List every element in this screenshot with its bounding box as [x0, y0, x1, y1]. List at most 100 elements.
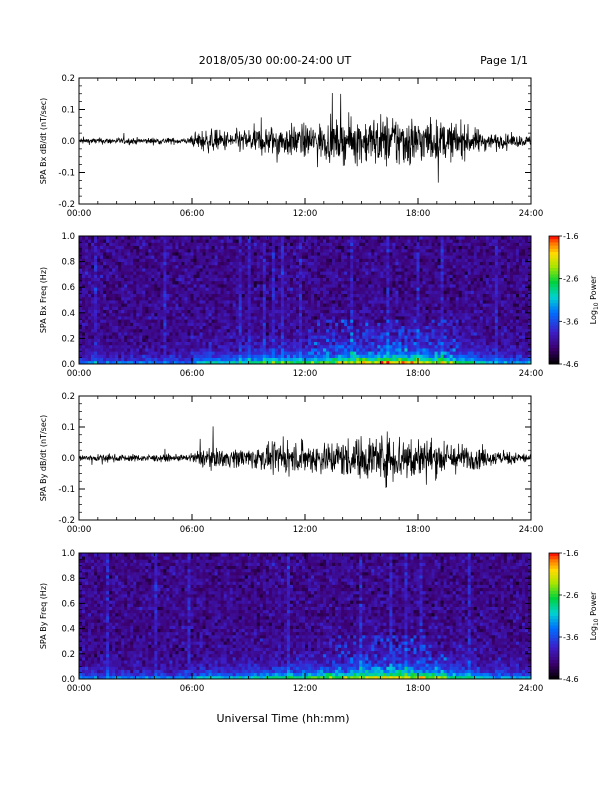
- heatmap-cell: [94, 341, 98, 346]
- heatmap-cell: [398, 354, 402, 358]
- heatmap-cell: [428, 293, 432, 298]
- heatmap-cell: [410, 274, 414, 278]
- heatmap-cell: [371, 236, 375, 240]
- heatmap-cell: [440, 245, 445, 250]
- heatmap-cell: [256, 271, 261, 275]
- heatmap-cell: [347, 319, 351, 323]
- heatmap-cell: [419, 261, 423, 266]
- heatmap-cell: [220, 242, 225, 246]
- heatmap-cell: [94, 242, 98, 246]
- heatmap-cell: [253, 239, 258, 243]
- heatmap-cell: [190, 354, 194, 358]
- heatmap-cell: [229, 335, 234, 339]
- heatmap-cell: [202, 303, 206, 307]
- heatmap-cell: [419, 357, 423, 362]
- heatmap-cell: [317, 264, 321, 269]
- heatmap-cell: [359, 277, 363, 282]
- heatmap-cell: [359, 348, 363, 352]
- heatmap-cell: [305, 322, 309, 326]
- heatmap-cell: [205, 280, 209, 285]
- heatmap-cell: [199, 328, 203, 333]
- heatmap-cell: [431, 293, 435, 298]
- heatmap-cell: [163, 284, 167, 288]
- heatmap-cell: [350, 264, 354, 269]
- heatmap-cell: [139, 287, 143, 291]
- heatmap-cell: [142, 271, 146, 275]
- heatmap-cell: [172, 252, 176, 256]
- heatmap-cell: [416, 255, 420, 259]
- heatmap-cell: [205, 300, 209, 304]
- heatmap-cell: [223, 255, 228, 259]
- heatmap-cell: [214, 274, 219, 278]
- heatmap-cell: [241, 360, 246, 365]
- heatmap-cell: [97, 341, 101, 346]
- heatmap-cell: [268, 242, 273, 246]
- heatmap-cell: [229, 303, 234, 307]
- heatmap-cell: [160, 328, 164, 333]
- y-tick-label: -0.2: [58, 200, 75, 210]
- heatmap-cell: [443, 296, 448, 301]
- heatmap-cell: [130, 284, 134, 288]
- heatmap-cell: [214, 360, 219, 365]
- heatmap-cell: [283, 239, 288, 243]
- heatmap-cell: [419, 300, 423, 304]
- heatmap-cell: [407, 274, 411, 278]
- heatmap-cell: [124, 322, 128, 326]
- heatmap-cell: [268, 338, 273, 342]
- heatmap-cell: [211, 296, 215, 301]
- heatmap-cell: [229, 309, 234, 314]
- heatmap-cell: [178, 303, 182, 307]
- heatmap-cell: [127, 277, 131, 282]
- heatmap-cell: [103, 274, 107, 278]
- heatmap-cell: [82, 328, 86, 333]
- heatmap-cell: [359, 236, 363, 240]
- heatmap-cell: [220, 261, 225, 266]
- heatmap-cell: [115, 277, 119, 282]
- heatmap-cell: [335, 306, 339, 310]
- heatmap-cell: [145, 351, 149, 355]
- heatmap-cell: [314, 348, 318, 352]
- heatmap-cell: [115, 274, 119, 278]
- heatmap-cell: [199, 293, 203, 298]
- heatmap-cell: [175, 316, 179, 320]
- heatmap-cell: [301, 325, 306, 330]
- heatmap-cell: [112, 344, 116, 349]
- heatmap-cell: [181, 248, 185, 253]
- heatmap-cell: [443, 309, 448, 314]
- heatmap-cell: [265, 328, 270, 333]
- heatmap-cell: [226, 335, 231, 339]
- heatmap-cell: [241, 293, 246, 298]
- heatmap-cell: [359, 258, 363, 262]
- heatmap-cell: [130, 242, 134, 246]
- heatmap-cell: [208, 264, 212, 269]
- heatmap-cell: [314, 360, 318, 365]
- heatmap-cell: [425, 242, 429, 246]
- heatmap-cell: [274, 338, 279, 342]
- heatmap-cell: [85, 348, 89, 352]
- heatmap-cell: [205, 255, 209, 259]
- heatmap-cell: [308, 312, 312, 317]
- heatmap-cell: [139, 351, 143, 355]
- heatmap-cell: [163, 255, 167, 259]
- heatmap-cell: [163, 271, 167, 275]
- heatmap-cell: [139, 335, 143, 339]
- heatmap-cell: [112, 274, 116, 278]
- heatmap-cell: [416, 322, 420, 326]
- heatmap-cell: [196, 328, 200, 333]
- heatmap-cell: [365, 248, 369, 253]
- heatmap-cell: [365, 277, 369, 282]
- heatmap-cell: [392, 271, 396, 275]
- heatmap-cell: [368, 351, 372, 355]
- heatmap-cell: [383, 319, 387, 323]
- heatmap-cell: [365, 284, 369, 288]
- heatmap-cell: [256, 312, 261, 317]
- heatmap-cell: [341, 242, 345, 246]
- heatmap-cell: [127, 284, 131, 288]
- heatmap-cell: [410, 348, 414, 352]
- heatmap-cell: [392, 277, 396, 282]
- heatmap-cell: [425, 236, 429, 240]
- heatmap-cell: [253, 306, 258, 310]
- heatmap-cell: [289, 325, 294, 330]
- heatmap-cell: [145, 316, 149, 320]
- heatmap-cell: [295, 357, 300, 362]
